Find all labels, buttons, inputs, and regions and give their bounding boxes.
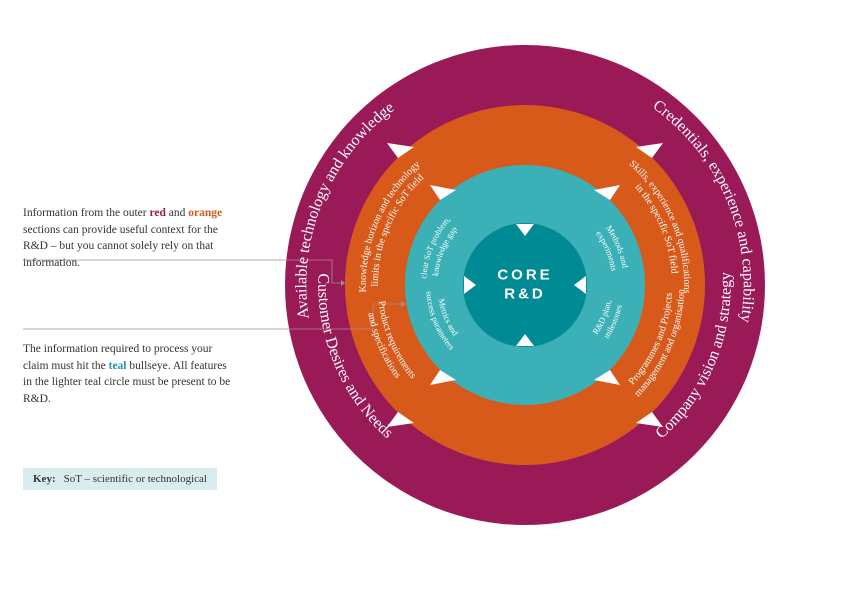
sidebar-para-1: Information from the outer red and orang… <box>23 205 233 272</box>
key-legend: Key: SoT – scientific or technological <box>23 468 217 490</box>
bullseye-diagram: CORE R&D <box>285 45 765 525</box>
key-label: Key: <box>33 473 56 485</box>
core-line2: R&D <box>504 285 546 302</box>
sidebar-para-2: The information required to process your… <box>23 341 233 408</box>
key-text: SoT – scientific or technological <box>64 473 207 485</box>
core-line1: CORE <box>497 266 552 283</box>
core-label: CORE R&D <box>497 266 552 304</box>
